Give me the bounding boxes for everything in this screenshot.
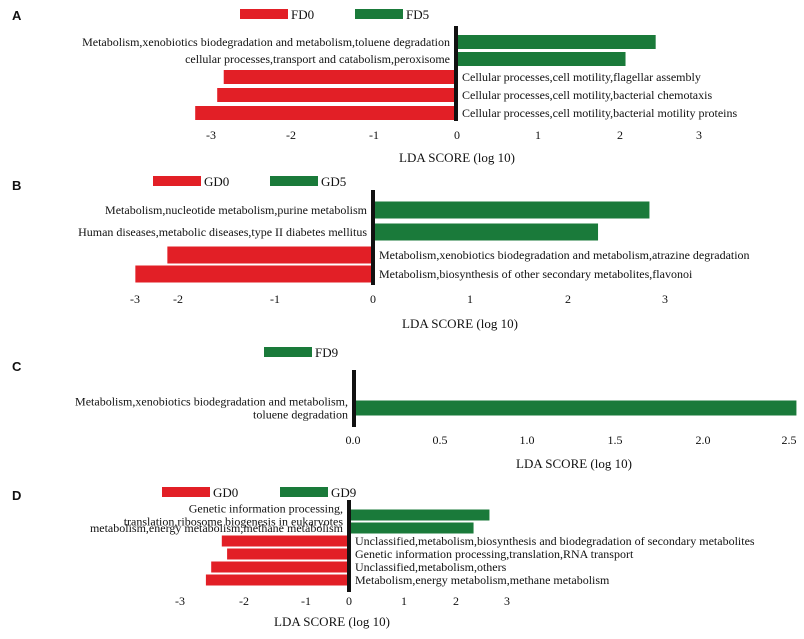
- bar-label: metabolism,energy metabolism,methane met…: [90, 521, 344, 535]
- legend-swatch-gd9: [280, 487, 328, 497]
- tick-label: -1: [301, 594, 311, 608]
- bar-label: Metabolism,xenobiotics biodegradation an…: [82, 35, 450, 49]
- tick-label: -3: [175, 594, 185, 608]
- bar-label: Cellular processes,cell motility,bacteri…: [462, 88, 712, 102]
- bar: [456, 35, 656, 49]
- bar-label: Genetic information processing,translati…: [124, 502, 344, 529]
- bar: [205, 574, 349, 586]
- legend-swatch-fd0: [240, 9, 288, 19]
- panel-a: A FD0 FD5 Metabolism,xenobiotics biodegrada…: [12, 7, 737, 165]
- bar: [373, 223, 599, 241]
- tick-label: 2.5: [782, 433, 797, 447]
- tick-label: 1.5: [608, 433, 623, 447]
- legend-label-fd5: FD5: [406, 7, 429, 22]
- legend-label-gd0: GD0: [213, 485, 238, 500]
- legend-label-gd5: GD5: [321, 174, 346, 189]
- legend-label-fd9: FD9: [315, 345, 338, 360]
- legend-label-gd0: GD0: [204, 174, 229, 189]
- bar-label: Metabolism,energy metabolism,methane met…: [355, 573, 610, 587]
- tick-label: -2: [173, 292, 183, 306]
- tick-label: -1: [270, 292, 280, 306]
- bar: [217, 88, 456, 102]
- tick-label: 3: [662, 292, 668, 306]
- legend-label-gd9: GD9: [331, 485, 356, 500]
- bar-label: cellular processes,transport and catabol…: [185, 52, 450, 66]
- bar: [456, 52, 626, 66]
- bar-label: Metabolism,biosynthesis of other seconda…: [379, 267, 693, 281]
- tick-label: -3: [206, 128, 216, 142]
- tick-label: 0: [370, 292, 376, 306]
- panel-c: C FD9 Metabolism,xenobiotics biodegradatio…: [12, 345, 797, 471]
- tick-label: 0: [454, 128, 460, 142]
- bar: [227, 548, 349, 560]
- panel-letter: B: [12, 178, 21, 193]
- tick-label: -2: [239, 594, 249, 608]
- tick-label: 2: [617, 128, 623, 142]
- x-axis-label: LDA SCORE (log 10): [399, 150, 515, 165]
- tick-label: 1.0: [520, 433, 535, 447]
- tick-label: 2: [453, 594, 459, 608]
- tick-label: 1: [401, 594, 407, 608]
- bar: [167, 246, 373, 264]
- legend-label-fd0: FD0: [291, 7, 314, 22]
- legend-swatch-fd5: [355, 9, 403, 19]
- bar: [349, 509, 490, 521]
- bar-label: Metabolism,xenobiotics biodegradation an…: [75, 395, 348, 422]
- panel-letter: A: [12, 8, 22, 23]
- tick-label: 3: [696, 128, 702, 142]
- tick-label: 1: [467, 292, 473, 306]
- x-axis-label: LDA SCORE (log 10): [274, 614, 390, 629]
- tick-label: 3: [504, 594, 510, 608]
- legend-swatch-gd0: [162, 487, 210, 497]
- tick-label: 1: [535, 128, 541, 142]
- bar-label: Genetic information processing,translati…: [355, 547, 634, 561]
- tick-label: -2: [286, 128, 296, 142]
- bar-label: Metabolism,nucleotide metabolism,purine …: [105, 203, 368, 217]
- legend-swatch-gd0: [153, 176, 201, 186]
- bar: [354, 400, 797, 416]
- panel-letter: D: [12, 488, 21, 503]
- legend-swatch-fd9: [264, 347, 312, 357]
- bar: [349, 522, 474, 534]
- bar: [211, 561, 349, 573]
- tick-label: 0: [346, 594, 352, 608]
- bar: [223, 70, 456, 84]
- bar-label: Cellular processes,cell motility,bacteri…: [462, 106, 737, 120]
- bar-label: Unclassified,metabolism,biosynthesis and…: [355, 534, 755, 548]
- bar-label: Metabolism,xenobiotics biodegradation an…: [379, 248, 750, 262]
- tick-label: 2: [565, 292, 571, 306]
- tick-label: -1: [369, 128, 379, 142]
- bar-label: Cellular processes,cell motility,flagell…: [462, 70, 701, 84]
- bar: [373, 201, 650, 219]
- tick-label: 0.0: [346, 433, 361, 447]
- x-axis-label: LDA SCORE (log 10): [402, 316, 518, 331]
- panel-d: D GD0 GD9 Genetic information processing, tr…: [12, 485, 755, 629]
- panel-b: B GD0 GD5 Metabolism,nucleotide metabolism,…: [12, 174, 750, 331]
- bar: [195, 106, 456, 120]
- bar: [135, 265, 373, 283]
- x-axis-label: LDA SCORE (log 10): [516, 456, 632, 471]
- legend-swatch-gd5: [270, 176, 318, 186]
- bar-label: Human diseases,metabolic diseases,type I…: [78, 225, 367, 239]
- bar-label: Unclassified,metabolism,others: [355, 560, 507, 574]
- tick-label: -3: [130, 292, 140, 306]
- panel-letter: C: [12, 359, 22, 374]
- bar: [221, 535, 349, 547]
- tick-label: 2.0: [696, 433, 711, 447]
- tick-label: 0.5: [433, 433, 448, 447]
